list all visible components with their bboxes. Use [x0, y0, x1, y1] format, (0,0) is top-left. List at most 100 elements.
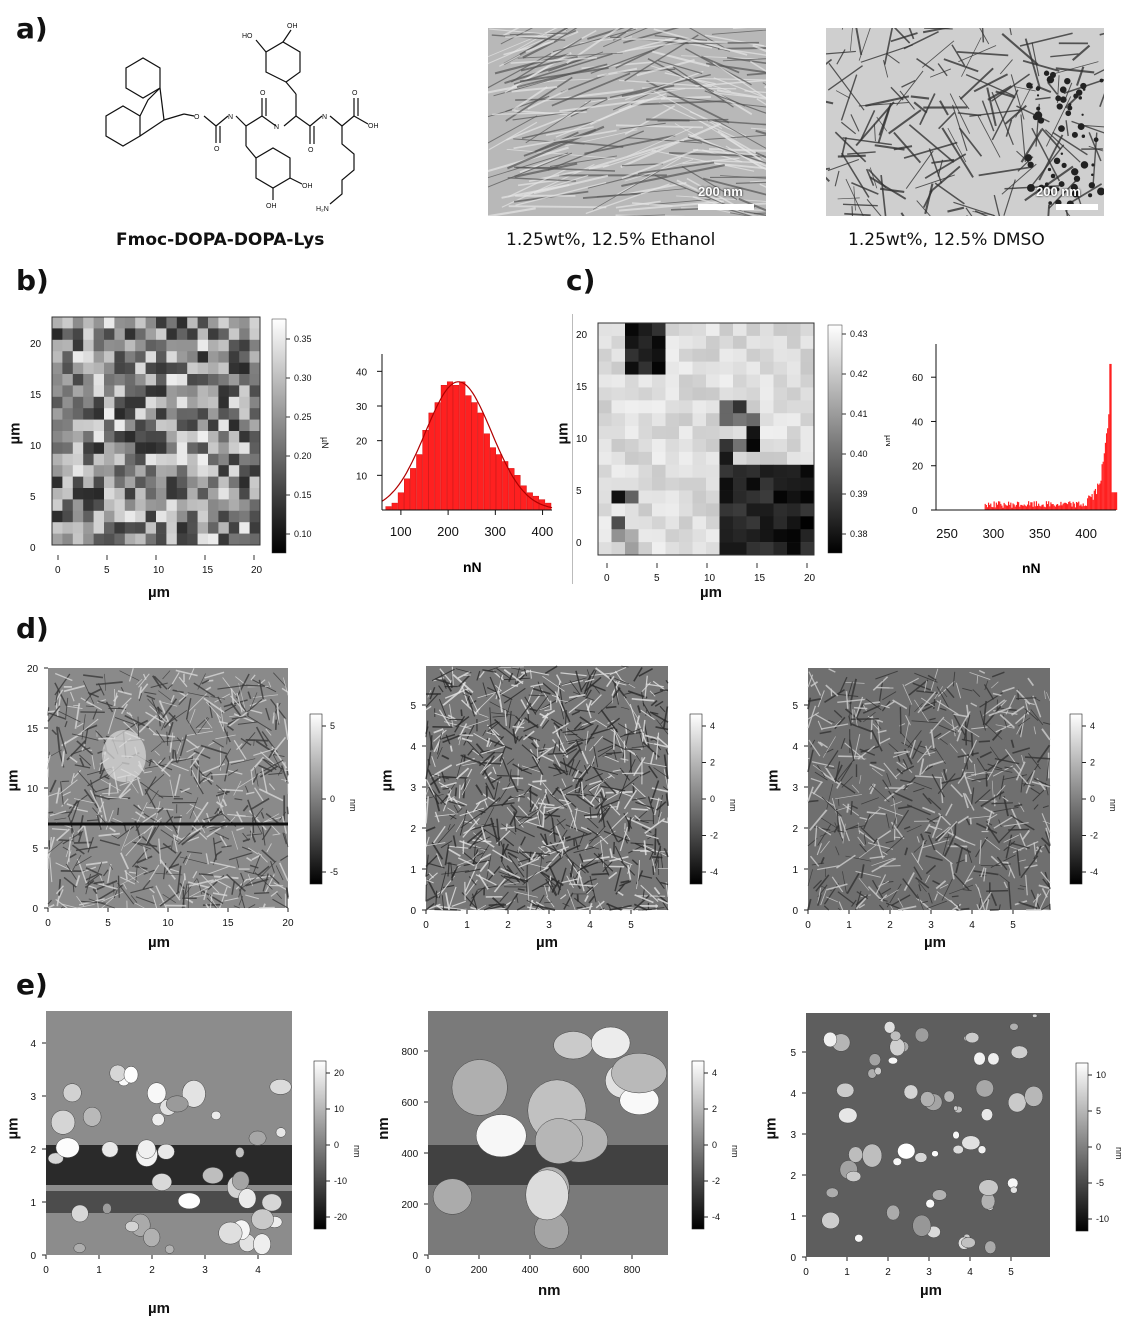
force-pixel — [611, 323, 626, 337]
x-tick-label: 100 — [390, 524, 412, 539]
fiber-mark — [589, 99, 645, 126]
histogram-bar — [1044, 507, 1046, 510]
colorbar-tick: 5 — [330, 721, 335, 731]
fiber-mark — [682, 157, 740, 165]
force-pixel — [145, 351, 157, 363]
colorbar-tick: 0.41 — [850, 409, 868, 419]
histogram-bar — [1064, 502, 1066, 510]
force-pixel — [638, 529, 653, 543]
force-pixel — [228, 465, 240, 477]
x-tick-label: 1 — [846, 920, 852, 931]
force-pixel — [733, 413, 747, 427]
histogram-bar — [1035, 501, 1038, 510]
force-pixel — [124, 522, 136, 534]
force-pixel — [72, 328, 84, 341]
force-pixel — [239, 339, 250, 352]
force-pixel — [93, 488, 105, 500]
force-pixel — [52, 385, 63, 398]
force-pixel — [166, 385, 178, 398]
force-pixel — [145, 476, 157, 489]
force-pixel — [208, 374, 219, 386]
histogram-bar — [1101, 464, 1103, 510]
force-pixel — [679, 374, 693, 388]
aggregate-dot — [1036, 106, 1041, 111]
y-tick-label: 0 — [791, 1253, 797, 1264]
fiber-mark — [582, 192, 642, 199]
force-pixel — [208, 431, 219, 443]
force-pixel — [665, 477, 680, 491]
fiber-mark — [587, 28, 625, 40]
force-pixel — [692, 335, 707, 350]
force-pixel — [706, 464, 720, 478]
x-tick-label: 4 — [967, 1267, 973, 1278]
force-pixel — [208, 408, 219, 420]
force-pixel — [228, 476, 240, 489]
force-pixel — [611, 413, 626, 427]
force-pixel — [733, 439, 747, 453]
force-pixel — [598, 374, 612, 388]
colorbar-tick: 0.39 — [850, 489, 868, 499]
network-fiber — [1005, 119, 1013, 137]
force-pixel — [62, 396, 74, 409]
force-pixel — [692, 542, 707, 556]
force-pixel — [800, 516, 815, 530]
force-pixel — [652, 387, 666, 401]
x-tick-label: 15 — [202, 565, 214, 576]
force-pixel — [166, 431, 178, 443]
y-tick-label: 5 — [793, 701, 799, 712]
aggregate-dot — [1097, 187, 1104, 196]
force-pixel — [124, 374, 136, 386]
force-pixel — [93, 465, 105, 477]
network-fiber — [961, 37, 982, 77]
force-pixel — [733, 464, 747, 478]
force-pixel — [773, 439, 788, 453]
force-pixel — [114, 339, 126, 352]
fiber-mark — [749, 60, 766, 73]
colorbar-unit: nm — [348, 799, 358, 812]
histogram-bar — [385, 506, 392, 511]
force-pixel — [124, 442, 136, 455]
force-pixel — [625, 374, 639, 388]
network-fiber — [847, 151, 876, 155]
y-tick-label: 0 — [31, 1251, 37, 1262]
y-tick-label: 20 — [912, 462, 924, 473]
x-axis-title: µm — [924, 934, 946, 951]
y-tick-label: 2 — [791, 1171, 797, 1182]
force-pixel — [706, 503, 720, 517]
fiber-texture — [488, 28, 766, 216]
force-pixel — [719, 503, 734, 517]
force-pixel — [104, 465, 115, 477]
fiber-mark — [627, 126, 693, 157]
force-pixel — [208, 533, 219, 546]
histogram-bar — [434, 402, 441, 511]
force-pixel — [719, 529, 734, 543]
aggregate-dot — [1058, 181, 1065, 188]
force-pixel — [83, 453, 94, 466]
network-fiber — [959, 67, 994, 100]
aggregate-dot — [1088, 182, 1096, 189]
force-pixel — [746, 490, 761, 504]
force-pixel — [176, 488, 188, 500]
fiber-mark — [514, 162, 578, 178]
network-fiber — [1071, 44, 1091, 61]
force-pixel — [197, 488, 209, 500]
force-pixel — [679, 426, 693, 440]
force-pixel — [665, 323, 680, 337]
fiber-mark — [613, 86, 666, 111]
colorbar-tick: 2 — [710, 758, 715, 768]
force-pixel — [598, 516, 612, 530]
force-pixel — [706, 361, 720, 375]
map-frame — [51, 316, 261, 546]
x-tick-label: 15 — [754, 573, 766, 584]
histogram-bar — [985, 504, 987, 510]
force-pixel — [611, 426, 626, 440]
fiber-mark — [505, 95, 550, 113]
force-pixel — [800, 323, 815, 337]
force-pixel — [239, 419, 250, 432]
force-pixel — [156, 533, 167, 546]
force-pixel — [104, 328, 115, 341]
force-pixel — [625, 387, 639, 401]
fiber-mark — [688, 28, 725, 49]
x-axis-title: µm — [700, 584, 722, 601]
force-pixel — [176, 442, 188, 455]
